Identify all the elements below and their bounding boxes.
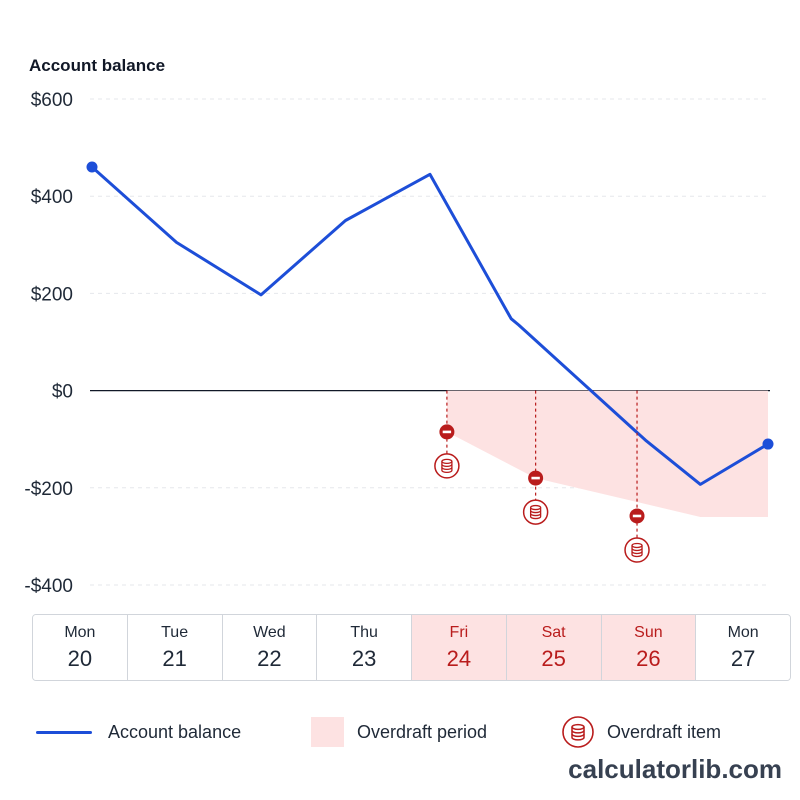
account-balance-chart: $600 $400 $200 $0 -$200 -$400 <box>24 90 774 597</box>
minus-icon <box>632 514 642 518</box>
legend-item-overdraft-period: Overdraft period <box>311 712 487 752</box>
day-cell: Mon 27 <box>696 615 790 680</box>
legend-item-balance: Account balance <box>36 712 241 752</box>
coin-icon <box>441 467 453 474</box>
day-number: 22 <box>257 645 282 671</box>
day-number: 27 <box>730 645 756 671</box>
day-cell: Sat 25 <box>506 615 602 680</box>
day-name: Mon <box>727 623 759 641</box>
day-number: 25 <box>541 645 566 671</box>
legend-label-balance: Account balance <box>108 721 242 742</box>
day-number: 26 <box>636 645 661 671</box>
day-cell: Mon 20 <box>33 615 128 680</box>
day-cell: Thu 23 <box>317 615 412 680</box>
y-tick-label: $0 <box>52 382 73 403</box>
day-strip: Mon 20 Tue 21 Wed 22 Thu 23 Fri 24 Sat 25 Sun 26 Mon 27 <box>32 614 791 681</box>
day-name: Sat <box>541 623 566 641</box>
day-name: Fri <box>449 623 469 641</box>
y-tick-label: -$400 <box>24 576 73 597</box>
day-number: 21 <box>162 645 187 671</box>
day-cell: Fri 24 <box>412 615 507 680</box>
coin-icon <box>529 513 542 520</box>
day-number: 20 <box>67 645 93 671</box>
legend-label-overdraft-item: Overdraft item <box>607 721 722 742</box>
coin-icon <box>631 551 643 558</box>
day-name: Tue <box>161 623 189 641</box>
y-tick-label: $200 <box>31 284 73 305</box>
minus-icon <box>442 430 452 434</box>
overdraft-area <box>446 390 768 517</box>
balance-end-point <box>762 438 774 450</box>
chart-title: Account balance <box>29 56 166 75</box>
legend-item-overdraft-item: Overdraft item <box>561 712 721 752</box>
day-number: 24 <box>446 645 472 671</box>
minus-icon <box>531 476 540 480</box>
legend-label-overdraft-period: Overdraft period <box>357 721 488 742</box>
day-name: Thu <box>350 623 378 641</box>
legend-area-swatch <box>311 717 344 747</box>
balance-start-point <box>86 161 98 173</box>
day-number: 23 <box>351 645 377 671</box>
coin-stack-icon <box>562 716 594 748</box>
day-cell: Tue 21 <box>127 615 223 680</box>
watermark: calculatorlib.com <box>568 754 782 784</box>
day-name: Mon <box>64 623 96 641</box>
y-tick-label: $600 <box>31 90 73 111</box>
day-cell: Sun 26 <box>601 615 697 680</box>
legend-line-swatch <box>36 730 92 734</box>
y-tick-label: -$200 <box>24 479 73 500</box>
day-cell: Wed 22 <box>222 615 318 680</box>
day-name: Sun <box>634 623 663 641</box>
day-name: Wed <box>253 623 286 641</box>
balance-line <box>90 165 770 486</box>
legend: Account balance Overdraft period Overdra… <box>0 712 800 752</box>
y-tick-label: $400 <box>31 187 73 208</box>
